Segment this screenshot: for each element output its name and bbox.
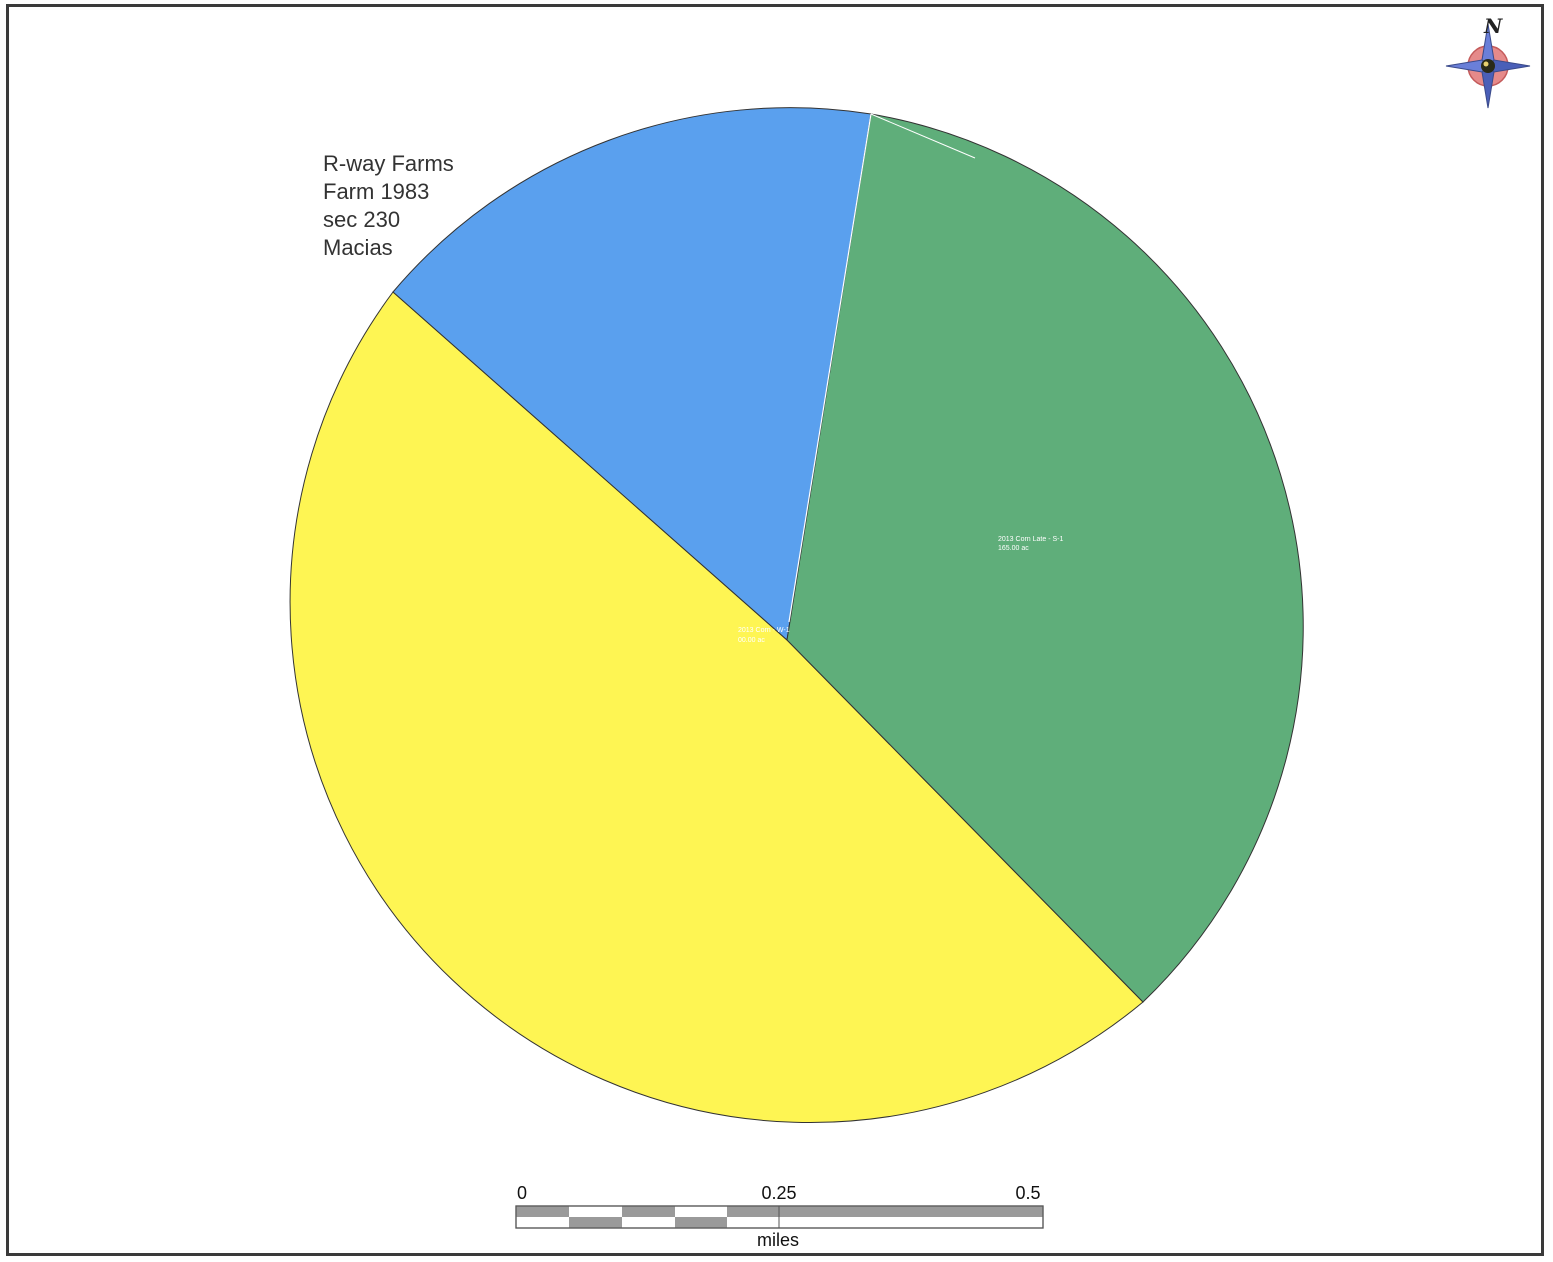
scale-bar bbox=[515, 1205, 1044, 1229]
center-field-label-line2: 00.00 ac bbox=[738, 637, 765, 644]
field-boundary-line bbox=[788, 113, 872, 623]
green-field-label-line1: 2013 Corn Late - S-1 bbox=[998, 536, 1063, 543]
green-field-label-line2: 165.00 ac bbox=[998, 545, 1029, 552]
yellow-field[interactable] bbox=[289, 291, 1144, 1124]
farm-info-label: R-way Farms Farm 1983 sec 230 Macias bbox=[323, 150, 454, 262]
farm-info-line-name: Macias bbox=[323, 235, 393, 260]
compass-rose-icon: N bbox=[1444, 14, 1532, 110]
farm-info-line-owner: R-way Farms bbox=[323, 151, 454, 176]
green-field[interactable] bbox=[786, 113, 1304, 1003]
center-field-label-line1: 2013 Corn - W-1 bbox=[738, 627, 790, 634]
field-boundary-line-top bbox=[870, 113, 976, 159]
farm-info-line-section: sec 230 bbox=[323, 207, 401, 232]
farm-info-line-farm: Farm 1983 bbox=[323, 179, 430, 204]
north-label: N bbox=[1484, 14, 1503, 38]
blue-field[interactable] bbox=[392, 107, 872, 641]
